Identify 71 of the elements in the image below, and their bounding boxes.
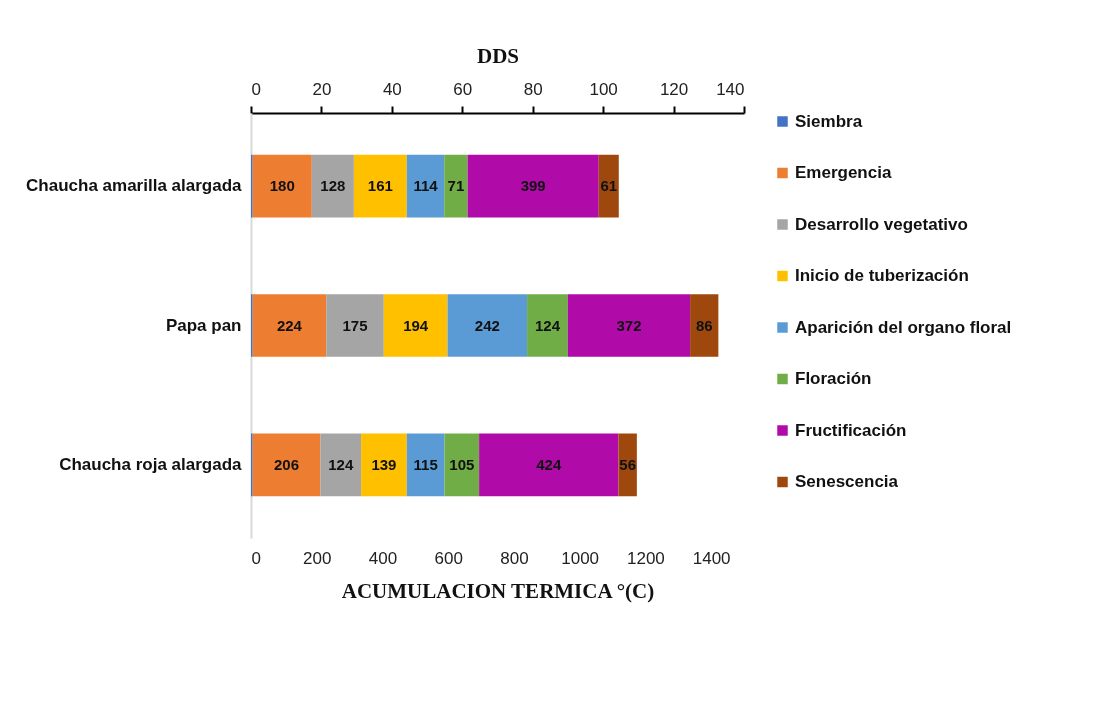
legend-label: Floración xyxy=(795,369,872,388)
bar xyxy=(353,154,407,218)
x2-tick-label: 40 xyxy=(382,79,402,99)
legend-label: Siembra xyxy=(795,111,863,131)
bar xyxy=(467,154,599,218)
x2-tick-label: 80 xyxy=(523,79,543,99)
bar xyxy=(479,433,619,497)
data-label: 105 xyxy=(449,455,475,473)
bar xyxy=(361,433,407,497)
x2-tick-label: 140 xyxy=(716,79,745,99)
data-label: 194 xyxy=(403,316,429,334)
data-label: 128 xyxy=(320,177,346,195)
data-label: 372 xyxy=(616,316,642,334)
bar xyxy=(598,154,619,218)
x2-axis-title: DDS xyxy=(476,43,520,68)
x2-tick-label: 20 xyxy=(312,79,332,99)
x2-tick-label: 120 xyxy=(659,79,689,99)
data-label: 115 xyxy=(413,455,438,473)
data-label: 161 xyxy=(367,177,393,195)
data-label: 86 xyxy=(695,316,713,334)
data-label: 56 xyxy=(619,455,636,473)
bar xyxy=(527,294,568,357)
x2-tick-label: 0 xyxy=(251,79,261,99)
bar xyxy=(444,433,480,497)
data-label: 175 xyxy=(342,316,368,334)
legend-label: Inicio de tuberización xyxy=(795,266,969,285)
bar xyxy=(447,294,528,357)
data-label: 139 xyxy=(371,455,397,473)
x-tick-label: 1200 xyxy=(626,548,665,568)
bar xyxy=(444,154,468,218)
data-label: 114 xyxy=(413,177,439,195)
y-tick-label: Papa pan xyxy=(165,315,242,335)
legend-label: Desarrollo vegetativo xyxy=(795,214,968,234)
x-tick-label: 400 xyxy=(368,548,398,568)
legend-label: Fructificación xyxy=(795,420,907,440)
x2-tick-label: 100 xyxy=(589,79,618,99)
x-tick-label: 800 xyxy=(500,548,529,568)
bar xyxy=(690,294,719,357)
x-tick-label: 1000 xyxy=(561,548,600,568)
bar xyxy=(326,294,384,357)
data-label: 61 xyxy=(600,177,618,195)
x-axis-title: ACUMULACION TERMICA °(C) xyxy=(341,578,655,603)
x2-tick-label: 60 xyxy=(453,79,473,99)
bar xyxy=(406,154,445,218)
x-tick-label: 1400 xyxy=(692,548,731,568)
bar xyxy=(406,433,445,497)
data-label: 399 xyxy=(520,177,546,195)
data-label: 71 xyxy=(447,177,465,195)
data-label: 124 xyxy=(328,455,354,473)
x-tick-label: 200 xyxy=(303,548,332,568)
legend-label: Aparición del organo floral xyxy=(795,317,1012,337)
bar xyxy=(320,433,362,497)
legend-label: Senescencia xyxy=(795,472,899,491)
bar xyxy=(618,433,637,497)
bar xyxy=(311,154,354,218)
data-label: 180 xyxy=(269,177,295,195)
y-tick-label: Chaucha amarilla alargada xyxy=(26,176,243,196)
data-label: 124 xyxy=(534,316,561,334)
data-label: 206 xyxy=(273,455,300,473)
bar xyxy=(252,154,312,218)
bar xyxy=(252,433,321,497)
bar xyxy=(567,294,691,357)
data-label: 242 xyxy=(474,316,500,334)
legend-label: Emergencia xyxy=(795,163,892,182)
bar xyxy=(383,294,448,357)
x-tick-label: 600 xyxy=(434,548,463,568)
x-tick-label: 0 xyxy=(251,548,261,568)
data-label: 424 xyxy=(536,455,562,473)
data-label: 224 xyxy=(276,316,303,334)
bar xyxy=(252,294,327,357)
y-tick-label: Chaucha roja alargada xyxy=(59,454,243,474)
